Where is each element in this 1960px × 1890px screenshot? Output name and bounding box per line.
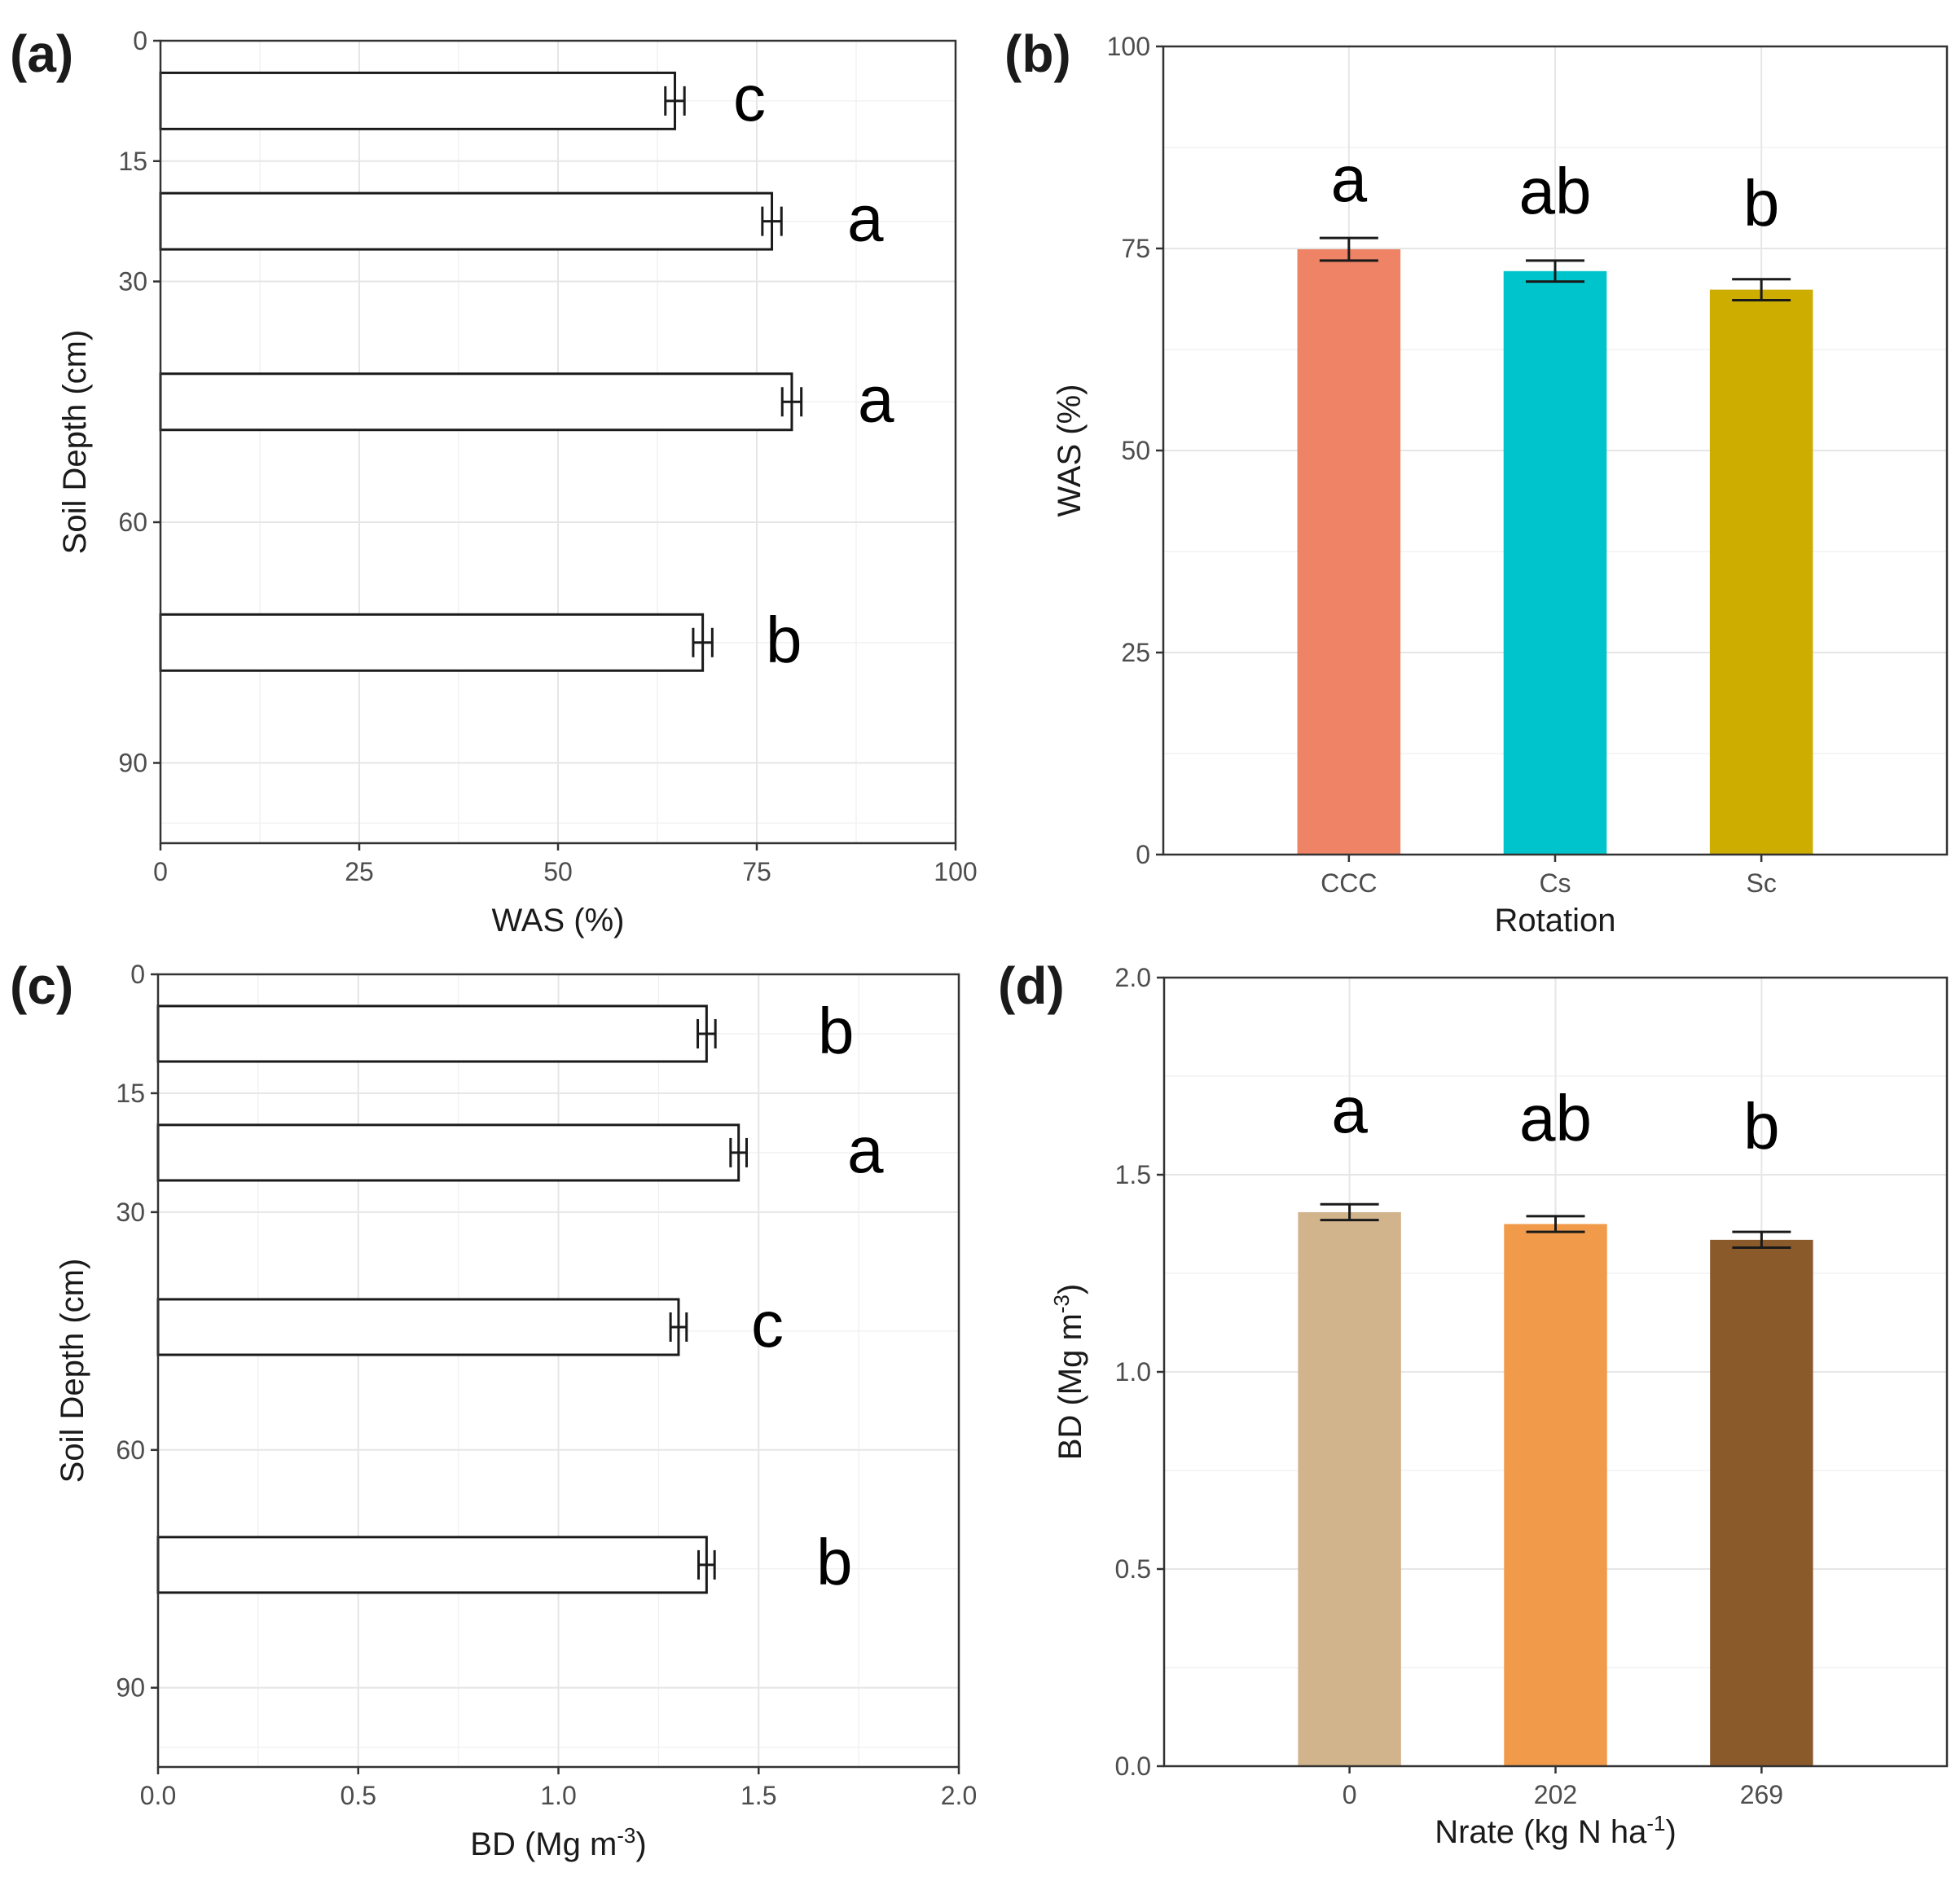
bar-269 xyxy=(1710,1239,1813,1766)
x-tick-label: CCC xyxy=(1321,868,1377,898)
panel-a: (a) c a a b 0 25 50 75 100 0 15 30 60 90 WAS (%) Soil De… xyxy=(10,24,978,938)
panel-label: (b) xyxy=(1004,24,1071,83)
bar-202 xyxy=(1504,1224,1607,1766)
x-axis-title: Nrate (kg N ha-1) xyxy=(1435,1811,1677,1850)
y-tick-label: 0.5 xyxy=(1115,1554,1151,1584)
bar-Sc xyxy=(1709,289,1813,855)
y-tick-label: 90 xyxy=(116,1673,145,1703)
y-tick-label: 15 xyxy=(116,1079,145,1108)
y-tick-label: 2.0 xyxy=(1115,963,1151,992)
x-tick-label: 1.5 xyxy=(740,1781,776,1810)
significance-letter: ab xyxy=(1519,155,1592,227)
bar-depth-4 xyxy=(156,1536,708,1594)
x-tick-label: 0 xyxy=(1343,1780,1357,1809)
x-tick-label: 2.0 xyxy=(941,1781,977,1810)
x-tick-label: 100 xyxy=(934,857,977,886)
x-tick-label: 50 xyxy=(543,857,573,886)
x-tick-label: 0 xyxy=(153,857,168,886)
x-axis-title: BD (Mg m-3) xyxy=(470,1823,646,1862)
panel-d: (d) a ab b 0 202 269 0.0 0.5 1.0 1.5 2.0 Nrate (kg N… xyxy=(998,956,1949,1850)
y-tick-label: 100 xyxy=(1107,32,1150,61)
y-tick-label: 30 xyxy=(116,1198,145,1227)
x-tick-label: 269 xyxy=(1740,1780,1783,1809)
x-tick-label: 25 xyxy=(345,857,374,886)
y-tick-label: 0 xyxy=(133,26,147,55)
panel-b: (b) a ab b CCC Cs Sc 0 25 50 75 100 Rotation WAS (%) xyxy=(1004,24,1949,938)
bar-0 xyxy=(1298,1211,1401,1766)
bar-depth-3 xyxy=(159,372,793,432)
y-tick-label: 1.5 xyxy=(1115,1160,1151,1189)
significance-letter: c xyxy=(751,1288,784,1360)
significance-letter: a xyxy=(847,1114,884,1186)
significance-letter: a xyxy=(1331,1074,1368,1146)
y-axis-title: BD (Mg m-3) xyxy=(1049,1284,1088,1460)
x-tick-label: Sc xyxy=(1746,868,1776,898)
bar-depth-2 xyxy=(156,1123,740,1182)
significance-letter: ab xyxy=(1519,1082,1592,1154)
bar-depth-2 xyxy=(159,191,774,251)
x-axis-title: Rotation xyxy=(1495,903,1616,938)
y-axis-title: Soil Depth (cm) xyxy=(55,1259,90,1483)
y-tick-label: 90 xyxy=(118,749,147,778)
y-tick-label: 0 xyxy=(130,960,145,989)
bar-depth-1 xyxy=(156,1004,708,1063)
y-tick-label: 15 xyxy=(118,147,147,176)
significance-letter: b xyxy=(816,1526,853,1598)
significance-letter: a xyxy=(858,363,894,435)
x-tick-label: 0.5 xyxy=(341,1781,376,1810)
y-tick-label: 60 xyxy=(116,1435,145,1465)
y-tick-label: 30 xyxy=(118,267,147,297)
significance-letter: c xyxy=(733,62,766,134)
significance-letter: b xyxy=(818,995,855,1067)
bar-depth-3 xyxy=(156,1298,680,1356)
y-axis-title: WAS (%) xyxy=(1052,385,1088,517)
significance-letter: b xyxy=(1743,167,1780,240)
y-tick-label: 60 xyxy=(118,508,147,537)
x-axis-title: WAS (%) xyxy=(492,903,625,938)
panel-label: (c) xyxy=(10,956,73,1015)
x-tick-label: 1.0 xyxy=(540,1781,576,1810)
y-tick-label: 1.0 xyxy=(1115,1357,1151,1387)
y-axis-title: Soil Depth (cm) xyxy=(57,330,93,555)
panel-label: (a) xyxy=(10,24,73,83)
x-tick-label: 0.0 xyxy=(140,1781,176,1810)
y-tick-label: 75 xyxy=(1121,234,1150,263)
panel-label: (d) xyxy=(998,956,1065,1015)
x-tick-label: 202 xyxy=(1534,1780,1577,1809)
x-tick-label: Cs xyxy=(1539,868,1571,898)
significance-letter: a xyxy=(1331,143,1368,215)
bar-CCC xyxy=(1297,248,1401,855)
bar-depth-4 xyxy=(159,613,705,672)
significance-letter: b xyxy=(766,604,802,676)
bar-Cs xyxy=(1503,270,1607,855)
x-tick-label: 75 xyxy=(742,857,771,886)
y-tick-label: 25 xyxy=(1121,638,1150,667)
bar-depth-1 xyxy=(159,71,676,130)
y-tick-label: 50 xyxy=(1121,436,1150,465)
significance-letter: b xyxy=(1743,1090,1780,1163)
significance-letter: a xyxy=(847,182,884,255)
y-tick-label: 0 xyxy=(1136,840,1150,869)
y-tick-label: 0.0 xyxy=(1115,1752,1151,1781)
